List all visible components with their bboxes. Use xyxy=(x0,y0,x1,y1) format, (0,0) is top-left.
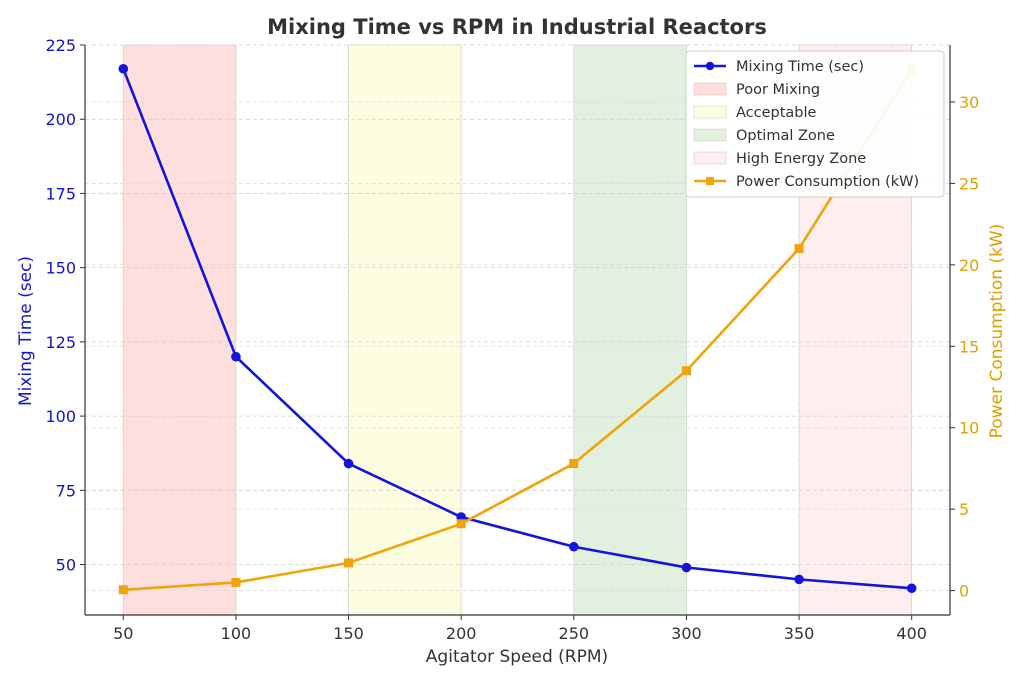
legend-label: Poor Mixing xyxy=(736,82,820,98)
x-tick-label: 150 xyxy=(333,624,364,643)
y-tick-label-right: 25 xyxy=(959,174,979,193)
y-tick-label-right: 10 xyxy=(959,419,979,438)
y-tick-label-left: 150 xyxy=(45,259,76,278)
legend-box xyxy=(685,50,945,198)
series-line-2 xyxy=(123,68,913,592)
legend-patch-swatch xyxy=(693,82,727,96)
legend-marker xyxy=(706,177,714,185)
series-1-point xyxy=(906,583,917,594)
series-2-point xyxy=(456,519,466,529)
zone-2 xyxy=(348,44,462,616)
series-1-point xyxy=(231,351,241,362)
legend-entry: Mixing Time (sec) xyxy=(694,59,864,75)
series-2-point xyxy=(794,244,804,254)
legend-label: Power Consumption (kW) xyxy=(736,174,919,190)
y-tick-label-left: 50 xyxy=(56,556,76,575)
y-tick-label-left: 175 xyxy=(45,184,76,203)
series-1-point xyxy=(794,574,804,585)
y-tick-label-left: 100 xyxy=(45,407,76,426)
legend-entry: Optimal Zone xyxy=(693,128,835,144)
legend-entry: Power Consumption (kW) xyxy=(694,174,919,190)
legend-entry: High Energy Zone xyxy=(693,151,866,167)
series-1-point xyxy=(681,562,692,573)
y-tick-label-right: 30 xyxy=(959,93,979,112)
legend-patch-swatch xyxy=(693,151,727,165)
x-tick-label: 100 xyxy=(221,624,252,643)
y-axis-label-left: Mixing Time (sec) xyxy=(16,256,36,406)
series-2-point xyxy=(569,459,579,469)
x-tick-label: 400 xyxy=(896,624,927,643)
legend-entry: Acceptable xyxy=(693,105,817,121)
y-tick-label-right: 0 xyxy=(959,582,969,601)
series-line-1 xyxy=(122,68,912,590)
legend-marker xyxy=(705,61,715,71)
series-2-point xyxy=(118,585,128,595)
legend-label: High Energy Zone xyxy=(736,151,866,167)
y-tick-label-right: 5 xyxy=(959,500,969,519)
legend-patch-swatch xyxy=(693,105,727,119)
legend: Mixing Time (sec) Poor Mixing Acceptable Op… xyxy=(685,50,945,198)
zone-3 xyxy=(573,44,687,616)
x-tick-label: 250 xyxy=(559,624,590,643)
legend-entry: Poor Mixing xyxy=(693,82,820,98)
y-tick-label-right: 15 xyxy=(959,337,979,356)
y-tick-label-right: 20 xyxy=(959,256,979,275)
zone-1 xyxy=(122,44,237,616)
series-1-point xyxy=(118,63,129,74)
chart-title: Mixing Time vs RPM in Industrial Reactor… xyxy=(267,15,767,39)
series-2-point xyxy=(681,366,691,376)
y-tick-label-left: 200 xyxy=(45,110,76,129)
legend-label: Acceptable xyxy=(736,105,817,121)
zones-layer xyxy=(122,44,913,616)
legend-patch-swatch xyxy=(693,128,727,142)
y-tick-label-left: 125 xyxy=(45,333,76,352)
x-tick-label: 350 xyxy=(784,624,815,643)
x-tick-label: 300 xyxy=(671,624,702,643)
y-axis-label-right: Power Consumption (kW) xyxy=(987,224,1007,439)
axes-layer: 50 100 150 200 250 300 350 40050751001251501752… xyxy=(45,36,979,643)
series-2-point xyxy=(231,577,241,587)
x-tick-label: 200 xyxy=(446,624,477,643)
x-tick-label: 50 xyxy=(113,624,133,643)
legend-label: Optimal Zone xyxy=(736,128,835,144)
series-1-point xyxy=(569,541,579,552)
series-2-point xyxy=(344,558,354,568)
y-tick-label-left: 225 xyxy=(45,36,76,55)
x-axis-label: Agitator Speed (RPM) xyxy=(426,647,608,667)
legend-label: Mixing Time (sec) xyxy=(736,59,864,75)
series-1-point xyxy=(343,458,354,469)
y-tick-label-left: 75 xyxy=(56,481,76,500)
